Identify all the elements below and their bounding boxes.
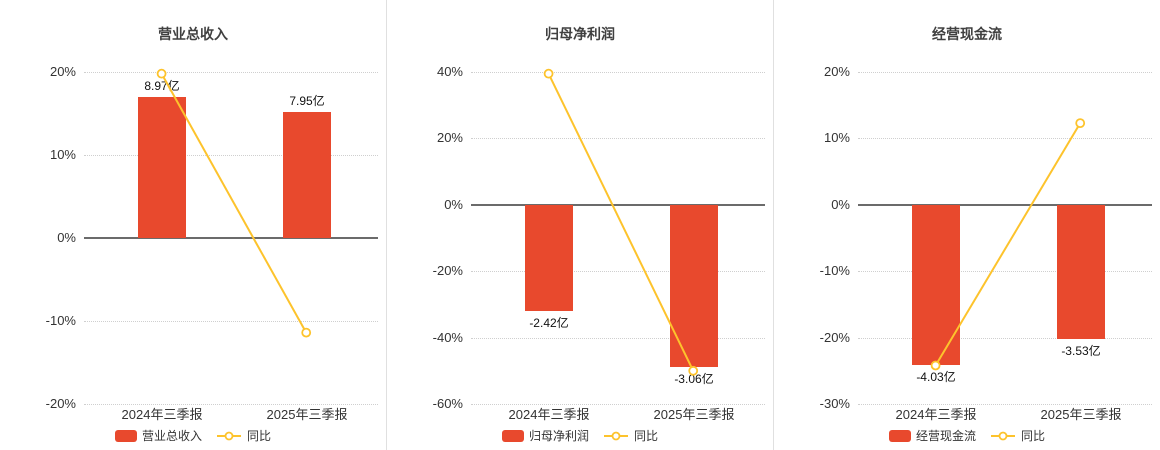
y-axis-tick-label: 0%: [831, 196, 850, 212]
chart-title: 归母净利润: [545, 25, 615, 42]
gridline: [858, 138, 1152, 140]
chart-title: 营业总收入: [158, 25, 228, 42]
y-axis-tick-label: 10%: [49, 147, 76, 162]
gridline: [84, 404, 378, 405]
bar-period-2: [670, 204, 718, 368]
gridline: [858, 337, 1152, 339]
yoy-marker-icon: [301, 327, 312, 338]
legend: 归母净利润 同比: [387, 427, 773, 444]
gridline: [471, 72, 765, 73]
y-axis-tick-label: -20%: [819, 329, 850, 345]
bar-period-2: [283, 111, 331, 238]
bar-value-label: -3.06亿: [674, 372, 714, 387]
yoy-marker-icon: [543, 68, 554, 79]
plot-area: 20% 10% 0% -10% -20% -30% -4.03亿 2024年三季报 -3.53亿…: [774, 0, 1160, 450]
bar-value-label: 7.95亿: [289, 93, 325, 108]
line-legend-marker-icon: [217, 431, 241, 440]
gridline: [858, 72, 1152, 73]
yoy-marker-icon: [1075, 118, 1086, 129]
y-axis-tick-label: -20%: [45, 396, 76, 411]
gridline: [858, 271, 1152, 273]
bar-legend-swatch-icon: [888, 429, 911, 442]
x-axis-category-label: 2025年三季报: [653, 407, 735, 422]
legend-item-bar-series[interactable]: 营业总收入: [114, 427, 202, 444]
x-axis-category-label: 2025年三季报: [266, 407, 348, 422]
gridline: [471, 271, 765, 273]
gridline: [471, 337, 765, 339]
bar-period-1: [138, 96, 186, 238]
legend: 营业总收入 同比: [0, 427, 386, 444]
line-legend-marker-icon: [991, 431, 1015, 440]
y-axis-tick-label: 40%: [436, 64, 463, 79]
bar-value-label: 8.97亿: [144, 78, 180, 93]
panel-net-profit-attributable: 归母净利润 40% 20% 0% -20% -40% -60% -2.42亿 2024年三季报…: [386, 0, 773, 450]
panel-operating-cash-flow: 经营现金流 20% 10% 0% -10% -20% -30% -4.03亿 2024年三季报…: [773, 0, 1160, 450]
y-axis-tick-label: -40%: [432, 329, 463, 345]
y-axis-tick-label: -10%: [819, 263, 850, 279]
gridline: [471, 404, 765, 405]
bar-period-1: [525, 204, 573, 312]
legend: 经营现金流 同比: [774, 427, 1160, 444]
y-axis-tick-label: 20%: [49, 64, 76, 79]
x-axis-category-label: 2024年三季报: [121, 407, 203, 422]
bar-legend-label: 营业总收入: [141, 429, 202, 443]
x-axis-category-label: 2025年三季报: [1040, 407, 1122, 422]
y-axis-tick-label: -10%: [45, 313, 76, 328]
y-axis-tick-label: 10%: [823, 130, 850, 146]
gridline: [858, 404, 1152, 405]
legend-item-line-series[interactable]: 同比: [990, 427, 1045, 444]
bar-value-label: -4.03亿: [916, 370, 956, 385]
x-axis-category-label: 2024年三季报: [895, 407, 977, 422]
plot-area: 40% 20% 0% -20% -40% -60% -2.42亿 2024年三季报 -3.06亿…: [387, 0, 773, 450]
legend-item-line-series[interactable]: 同比: [216, 427, 271, 444]
y-axis-tick-label: 20%: [823, 64, 850, 79]
y-axis-tick-label: 20%: [436, 130, 463, 146]
x-axis-category-label: 2024年三季报: [508, 407, 590, 422]
y-axis-tick-label: 0%: [444, 196, 463, 212]
panel-total-revenue: 营业总收入 20% 10% 0% -10% -20% 8.97亿 2024年三季报 7.95亿…: [0, 0, 386, 450]
bar-legend-label: 经营现金流: [915, 429, 976, 443]
y-axis-tick-label: -30%: [819, 396, 850, 411]
gridline: [471, 138, 765, 140]
bar-period-2: [1057, 204, 1105, 339]
bar-value-label: -3.53亿: [1061, 343, 1101, 358]
zero-axis-line: [84, 237, 378, 239]
gridline: [84, 72, 378, 73]
legend-item-line-series[interactable]: 同比: [603, 427, 658, 444]
yoy-marker-icon: [156, 68, 167, 79]
zero-axis-line: [858, 203, 1152, 206]
line-legend-label: 同比: [634, 429, 659, 443]
bar-period-1: [912, 204, 960, 366]
gridline: [84, 321, 378, 322]
y-axis-tick-label: -20%: [432, 263, 463, 279]
line-legend-marker-icon: [604, 431, 628, 440]
y-axis-tick-label: 0%: [57, 230, 76, 245]
line-legend-label: 同比: [247, 429, 272, 443]
plot-area: 20% 10% 0% -10% -20% 8.97亿 2024年三季报 7.95亿 2025年三…: [0, 0, 386, 450]
gridline: [84, 155, 378, 156]
zero-axis-line: [471, 203, 765, 206]
legend-item-bar-series[interactable]: 经营现金流: [888, 427, 976, 444]
legend-item-bar-series[interactable]: 归母净利润: [501, 427, 589, 444]
bar-legend-label: 归母净利润: [528, 429, 589, 443]
y-axis-tick-label: -60%: [432, 396, 463, 411]
bar-legend-swatch-icon: [114, 429, 137, 442]
bar-legend-swatch-icon: [501, 429, 524, 442]
bar-value-label: -2.42亿: [529, 316, 569, 331]
line-legend-label: 同比: [1021, 429, 1046, 443]
chart-title: 经营现金流: [932, 25, 1002, 42]
